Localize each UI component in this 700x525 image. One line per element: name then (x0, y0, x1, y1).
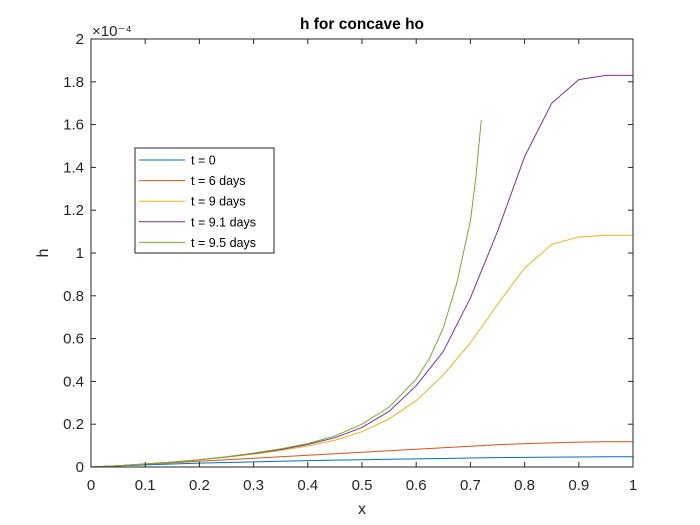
x-tick-label: 0.7 (460, 477, 481, 494)
series-layer (90, 74, 633, 468)
y-tick-label: 1.6 (63, 117, 84, 134)
y-tick-label: 2 (76, 31, 84, 48)
chart-title: h for concave ho (300, 16, 424, 33)
y-axis-label: h (35, 249, 52, 258)
y-tick-label: 1.8 (63, 74, 84, 91)
y-tick-label: 1 (76, 245, 84, 262)
x-tick-label: 0.5 (352, 477, 373, 494)
series-line-2 (90, 441, 633, 468)
series-line-1 (90, 456, 633, 468)
y-exponent-label: ×10⁻⁴ (92, 23, 132, 40)
y-tick-label: 0 (76, 459, 84, 476)
legend: t = 0 t = 6 days t = 9 days t = 9.1 days t =… (134, 147, 275, 254)
legend-label-3: t = 9 days (191, 195, 246, 209)
x-tick-label: 0.8 (514, 477, 535, 494)
ticks-layer: 0 0.1 0.2 0.3 0.4 0.5 0.6 0.7 0.8 0.9 1 0 0.2 0.4 0.6 0… (63, 31, 637, 494)
x-axis-label: x (358, 501, 366, 518)
series-line-5 (90, 120, 482, 468)
legend-label-2: t = 6 days (191, 174, 246, 188)
x-tick-label: 0.2 (189, 477, 210, 494)
legend-label-4: t = 9.1 days (191, 215, 256, 229)
legend-box (134, 147, 275, 254)
y-tick-label: 1.2 (63, 202, 84, 219)
y-tick-label: 0.4 (63, 373, 84, 390)
x-tick-label: 0.4 (297, 477, 318, 494)
y-tick-label: 1.4 (63, 159, 84, 176)
legend-label-1: t = 0 (191, 154, 216, 168)
x-tick-label: 1 (629, 477, 637, 494)
x-tick-label: 0.6 (406, 477, 427, 494)
x-tick-label: 0.3 (243, 477, 264, 494)
x-tick-label: 0.1 (135, 477, 156, 494)
x-tick-label: 0.9 (568, 477, 589, 494)
x-tick-label: 0 (87, 477, 95, 494)
y-tick-label: 0.6 (63, 331, 84, 348)
y-tick-label: 0.8 (63, 288, 84, 305)
y-tick-label: 0.2 (63, 416, 84, 433)
legend-label-5: t = 9.5 days (191, 236, 256, 250)
